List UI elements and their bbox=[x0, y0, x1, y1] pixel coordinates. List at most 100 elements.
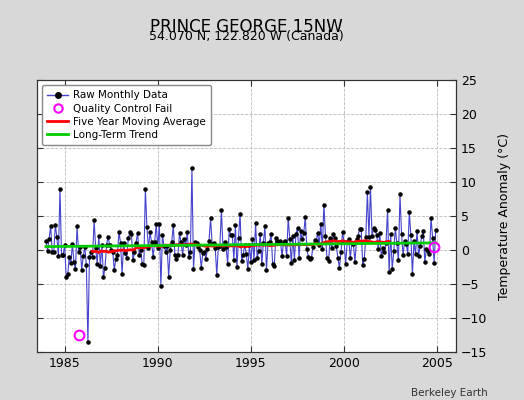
Point bbox=[135, 252, 144, 258]
Point bbox=[258, 261, 266, 268]
Point bbox=[149, 254, 157, 260]
Point bbox=[48, 249, 57, 255]
Point bbox=[405, 209, 413, 215]
Point bbox=[166, 247, 174, 254]
Point bbox=[152, 221, 160, 228]
Point bbox=[59, 252, 67, 258]
Point bbox=[169, 222, 178, 228]
Point bbox=[355, 226, 364, 232]
Point bbox=[358, 262, 367, 268]
Point bbox=[351, 259, 359, 265]
Point bbox=[399, 252, 407, 258]
Point bbox=[237, 258, 246, 264]
Point bbox=[54, 252, 62, 259]
Point bbox=[65, 254, 73, 260]
Point bbox=[334, 254, 342, 261]
Point bbox=[186, 248, 194, 255]
Point bbox=[132, 239, 140, 246]
Point bbox=[276, 237, 285, 244]
Point bbox=[191, 239, 199, 246]
Point bbox=[195, 247, 204, 254]
Point bbox=[242, 250, 250, 257]
Point bbox=[155, 221, 163, 227]
Point bbox=[397, 231, 406, 237]
Point bbox=[179, 252, 187, 258]
Point bbox=[374, 246, 383, 252]
Point bbox=[116, 239, 125, 246]
Point bbox=[384, 207, 392, 213]
Point bbox=[119, 240, 128, 246]
Point bbox=[172, 256, 181, 262]
Point bbox=[256, 231, 265, 237]
Point bbox=[282, 253, 291, 260]
Point bbox=[366, 184, 375, 190]
Point bbox=[150, 239, 159, 245]
Point bbox=[244, 266, 252, 272]
Point bbox=[387, 231, 395, 237]
Point bbox=[380, 248, 389, 255]
Point bbox=[42, 238, 50, 244]
Point bbox=[76, 244, 84, 250]
Point bbox=[161, 248, 170, 255]
Point bbox=[60, 242, 69, 248]
Point bbox=[400, 238, 409, 244]
Point bbox=[57, 252, 66, 258]
Point bbox=[352, 236, 361, 243]
Point bbox=[347, 240, 356, 246]
Point bbox=[248, 236, 257, 242]
Point bbox=[139, 262, 148, 268]
Point bbox=[343, 239, 352, 246]
Point bbox=[210, 240, 218, 246]
Point bbox=[293, 225, 302, 232]
Point bbox=[124, 235, 133, 242]
Point bbox=[396, 191, 404, 198]
Point bbox=[95, 232, 103, 239]
Point bbox=[385, 269, 394, 276]
Point bbox=[231, 222, 239, 228]
Point bbox=[239, 252, 247, 258]
Point bbox=[226, 232, 235, 238]
Point bbox=[144, 245, 152, 252]
Point bbox=[121, 250, 129, 257]
Point bbox=[318, 246, 326, 252]
Point bbox=[245, 242, 254, 248]
Point bbox=[184, 254, 193, 260]
Point bbox=[223, 261, 232, 267]
Point bbox=[429, 235, 437, 241]
Point bbox=[300, 230, 308, 236]
Point bbox=[205, 238, 213, 244]
Point bbox=[422, 246, 431, 252]
Point bbox=[147, 239, 156, 245]
Point bbox=[176, 230, 184, 236]
Y-axis label: Temperature Anomaly (°C): Temperature Anomaly (°C) bbox=[498, 132, 511, 300]
Point bbox=[97, 242, 106, 248]
Point bbox=[424, 248, 432, 254]
Point bbox=[295, 255, 303, 261]
Point bbox=[414, 253, 423, 259]
Point bbox=[143, 224, 151, 230]
Point bbox=[113, 252, 122, 258]
Point bbox=[247, 259, 255, 265]
Point bbox=[180, 236, 188, 242]
Point bbox=[163, 242, 171, 249]
Point bbox=[62, 274, 70, 280]
Text: Berkeley Earth: Berkeley Earth bbox=[411, 388, 487, 398]
Point bbox=[363, 189, 372, 195]
Point bbox=[411, 251, 420, 257]
Point bbox=[165, 274, 173, 280]
Point bbox=[357, 226, 365, 232]
Point bbox=[211, 244, 220, 251]
Point bbox=[67, 260, 75, 267]
Point bbox=[339, 229, 347, 236]
Point bbox=[241, 242, 249, 248]
Point bbox=[313, 230, 322, 236]
Point bbox=[267, 231, 275, 237]
Point bbox=[408, 271, 417, 278]
Point bbox=[410, 238, 418, 244]
Point bbox=[270, 262, 278, 269]
Point bbox=[279, 239, 288, 246]
Point bbox=[250, 257, 258, 263]
Point bbox=[141, 186, 149, 192]
Point bbox=[123, 254, 131, 261]
Point bbox=[402, 240, 410, 247]
